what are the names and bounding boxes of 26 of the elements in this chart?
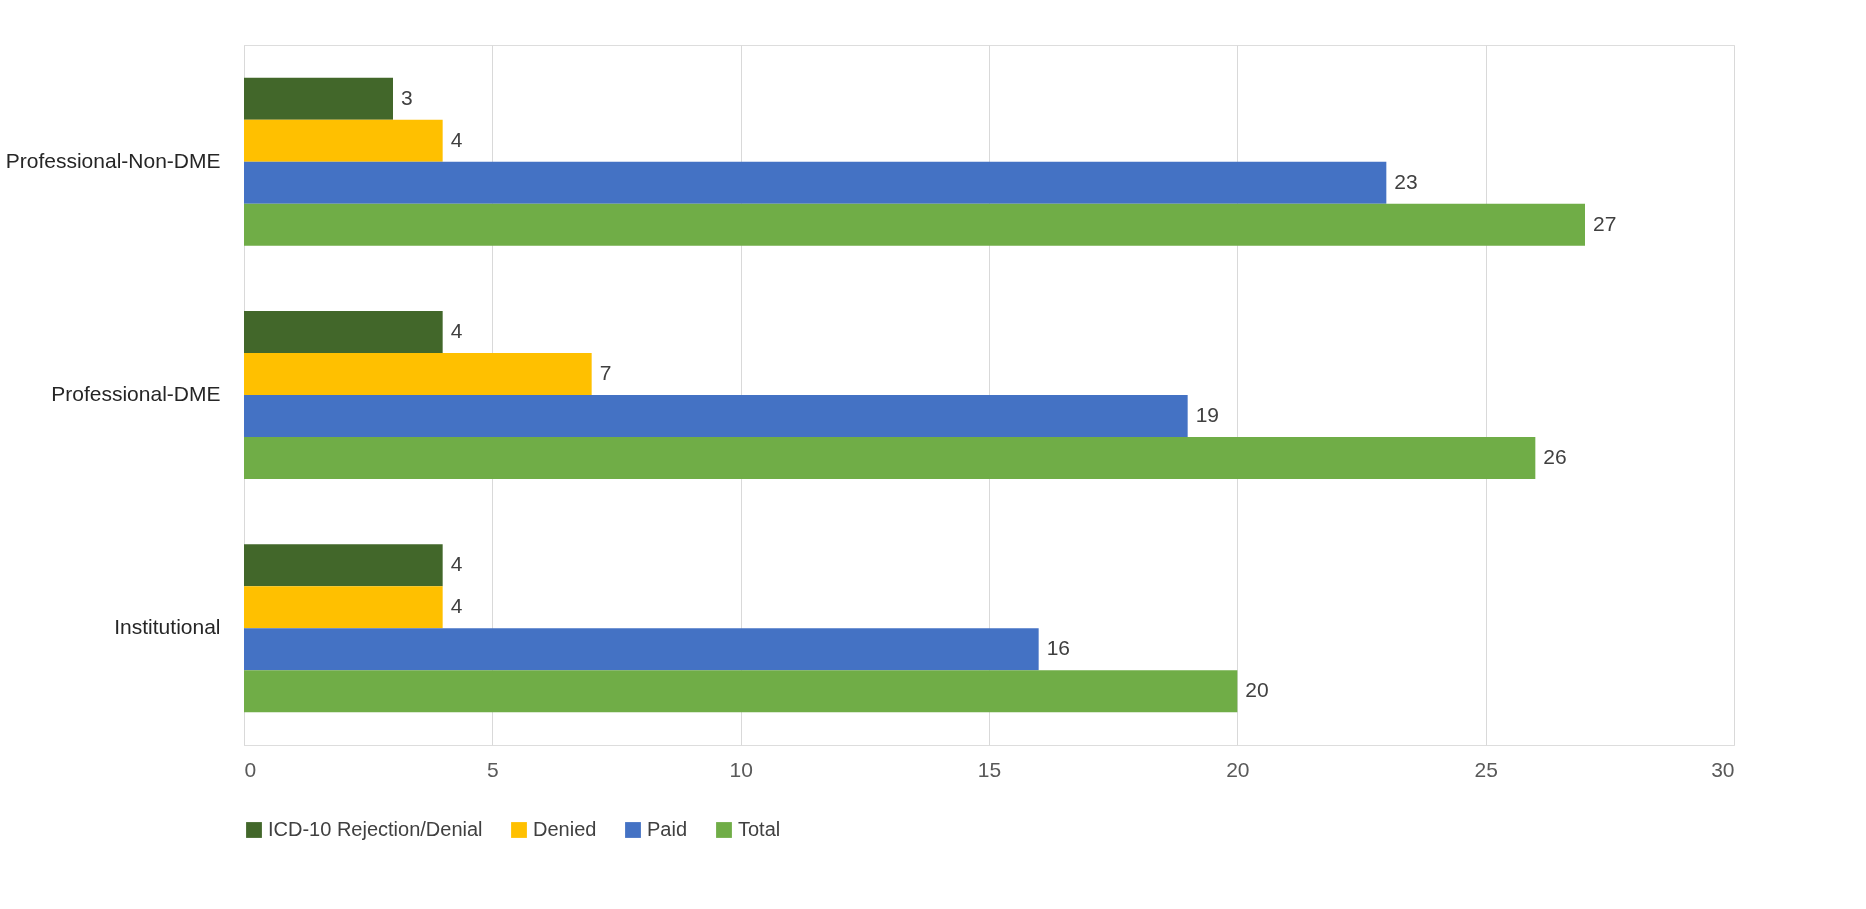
- data-label: 16: [1046, 636, 1071, 660]
- y-tick-label: Professional-DME: [51, 382, 221, 405]
- data-label: 7: [599, 361, 612, 384]
- legend-label: Denied: [533, 818, 597, 840]
- x-tick-label: 30: [1711, 757, 1735, 781]
- data-label: 23: [1394, 169, 1418, 193]
- y-tick-label: Institutional: [114, 615, 221, 639]
- data-label: 4: [450, 319, 463, 342]
- legend-label: Total: [738, 818, 781, 840]
- data-label: 3: [401, 85, 413, 109]
- x-tick-label: 0: [244, 757, 257, 781]
- x-tick-label: 10: [729, 757, 753, 781]
- x-tick-label: 5: [486, 757, 499, 781]
- x-tick-label: 15: [977, 757, 1002, 781]
- data-label: 27: [1593, 211, 1617, 235]
- data-label: 4: [450, 552, 463, 576]
- y-tick-label: Professional-Non-DME: [5, 148, 221, 172]
- data-label: 4: [450, 594, 463, 618]
- x-tick-label: 25: [1474, 757, 1498, 781]
- legend-label: ICD-10 Rejection/Denial: [268, 818, 483, 840]
- data-label: 19: [1195, 403, 1220, 426]
- data-label: 20: [1245, 678, 1269, 702]
- x-tick-label: 20: [1226, 757, 1250, 781]
- data-label: 26: [1543, 445, 1567, 468]
- legend-label: Paid: [647, 818, 688, 840]
- data-label: 4: [450, 127, 463, 151]
